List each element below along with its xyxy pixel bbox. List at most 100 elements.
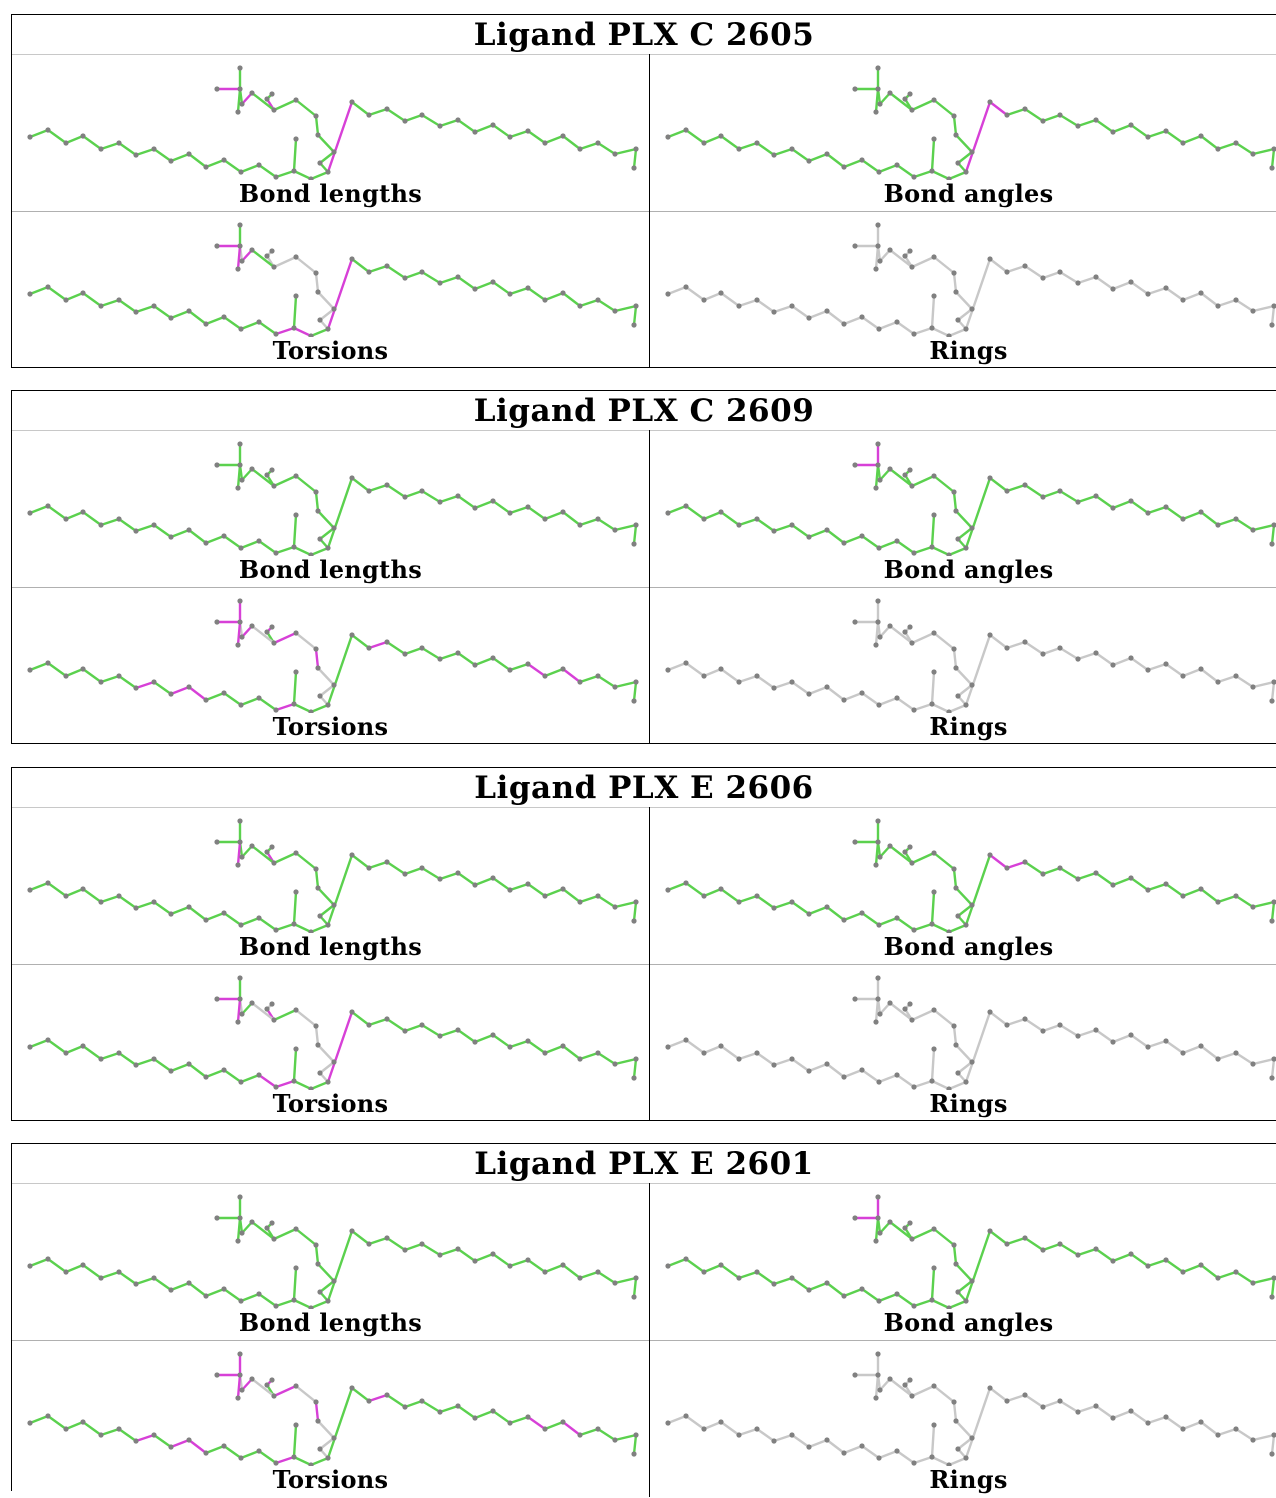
atom-marker bbox=[1040, 1404, 1046, 1410]
atom-marker bbox=[875, 86, 881, 92]
atom-marker bbox=[612, 1061, 618, 1067]
atom-marker bbox=[876, 1455, 882, 1461]
atom-marker bbox=[525, 661, 531, 667]
atom-marker bbox=[665, 887, 671, 893]
atom-marker bbox=[577, 146, 583, 152]
bond-line bbox=[596, 298, 617, 313]
bond-line bbox=[874, 87, 880, 114]
atom-marker bbox=[313, 1023, 319, 1029]
cell-label: Torsions bbox=[272, 1089, 389, 1118]
atom-marker bbox=[595, 1426, 601, 1432]
atom-marker bbox=[560, 1419, 566, 1425]
bond-line bbox=[910, 851, 936, 865]
atom-marker bbox=[455, 1403, 461, 1409]
atom-marker bbox=[736, 899, 742, 905]
atom-marker bbox=[1269, 918, 1275, 924]
bond-line bbox=[292, 1455, 313, 1466]
atom-marker bbox=[331, 1435, 337, 1441]
bond-line bbox=[684, 1414, 706, 1431]
bond-line bbox=[1058, 270, 1080, 285]
bond-line bbox=[895, 1449, 916, 1465]
atom-marker bbox=[1145, 291, 1151, 297]
bond-line bbox=[719, 134, 741, 151]
bond-line bbox=[737, 141, 759, 151]
atom-marker bbox=[1180, 673, 1186, 679]
bond-line bbox=[1111, 876, 1133, 887]
bond-line bbox=[578, 894, 600, 904]
atom-marker bbox=[27, 1263, 33, 1269]
atom-marker bbox=[595, 1269, 601, 1275]
atom-marker bbox=[665, 291, 671, 297]
bond-line bbox=[385, 1393, 407, 1409]
bond-line bbox=[632, 523, 638, 546]
bond-line bbox=[1094, 1247, 1115, 1263]
bond-line bbox=[1270, 523, 1276, 546]
atom-marker bbox=[946, 1462, 952, 1466]
atom-marker bbox=[325, 1079, 331, 1085]
cell-bond-angles: Bond angles bbox=[650, 55, 1276, 212]
bond-line bbox=[790, 147, 811, 163]
atom-marker bbox=[437, 1409, 443, 1415]
atom-marker bbox=[902, 472, 908, 478]
bond-line bbox=[239, 916, 261, 927]
bond-line bbox=[877, 163, 899, 174]
bond-line bbox=[169, 152, 191, 163]
atom-marker bbox=[701, 1269, 707, 1275]
bond-line bbox=[888, 248, 914, 269]
bond-line bbox=[204, 158, 226, 169]
bond-line bbox=[930, 922, 951, 933]
atom-marker bbox=[1269, 1075, 1275, 1081]
bond-line bbox=[99, 1427, 121, 1437]
atom-marker bbox=[665, 667, 671, 673]
bond-line bbox=[1111, 1252, 1133, 1263]
atom-marker bbox=[1163, 285, 1169, 291]
bond-line bbox=[790, 680, 811, 696]
bond-line bbox=[772, 1057, 794, 1067]
ligand-title: Ligand PLX C 2609 bbox=[473, 392, 815, 429]
bond-line bbox=[772, 147, 794, 157]
atom-marker bbox=[151, 1432, 157, 1438]
bond-line bbox=[790, 1276, 811, 1292]
atom-marker bbox=[384, 263, 390, 269]
atom-marker bbox=[911, 1460, 917, 1466]
molecule-diagram bbox=[27, 1351, 639, 1466]
bond-line bbox=[1216, 674, 1238, 684]
atom-marker bbox=[612, 308, 618, 314]
bond-line bbox=[473, 1252, 495, 1263]
bond-line bbox=[99, 1270, 121, 1280]
atom-marker bbox=[273, 550, 279, 556]
atom-marker bbox=[824, 1437, 830, 1443]
atom-marker bbox=[384, 1235, 390, 1241]
molecule-diagram bbox=[665, 598, 1276, 713]
bond-line bbox=[888, 1001, 914, 1022]
bond-line bbox=[1234, 674, 1255, 689]
bond-line bbox=[666, 661, 688, 672]
atom-marker bbox=[1215, 522, 1221, 528]
atom-marker bbox=[824, 1061, 830, 1067]
bond-line bbox=[367, 640, 389, 650]
atom-marker bbox=[237, 243, 243, 249]
atom-marker bbox=[291, 1078, 297, 1084]
atom-marker bbox=[237, 839, 243, 845]
bond-line bbox=[508, 505, 530, 515]
atom-marker bbox=[384, 1392, 390, 1398]
bond-line bbox=[28, 285, 50, 296]
atom-marker bbox=[875, 65, 881, 71]
bond-line bbox=[613, 523, 638, 532]
atom-marker bbox=[1057, 1241, 1063, 1247]
atom-marker bbox=[214, 1372, 220, 1378]
bond-line bbox=[250, 1220, 276, 1241]
bond-line bbox=[910, 474, 936, 488]
bond-line bbox=[438, 1028, 460, 1038]
bond-line bbox=[385, 1017, 407, 1033]
bond-line bbox=[1181, 510, 1203, 521]
atom-marker bbox=[293, 1046, 299, 1052]
atom-marker bbox=[249, 623, 255, 629]
bond-line bbox=[152, 900, 173, 916]
bond-line bbox=[860, 534, 881, 550]
bond-line bbox=[292, 169, 313, 180]
bond-line bbox=[964, 257, 992, 331]
atom-marker bbox=[894, 162, 900, 168]
atom-marker bbox=[525, 881, 531, 887]
atom-marker bbox=[419, 269, 425, 275]
